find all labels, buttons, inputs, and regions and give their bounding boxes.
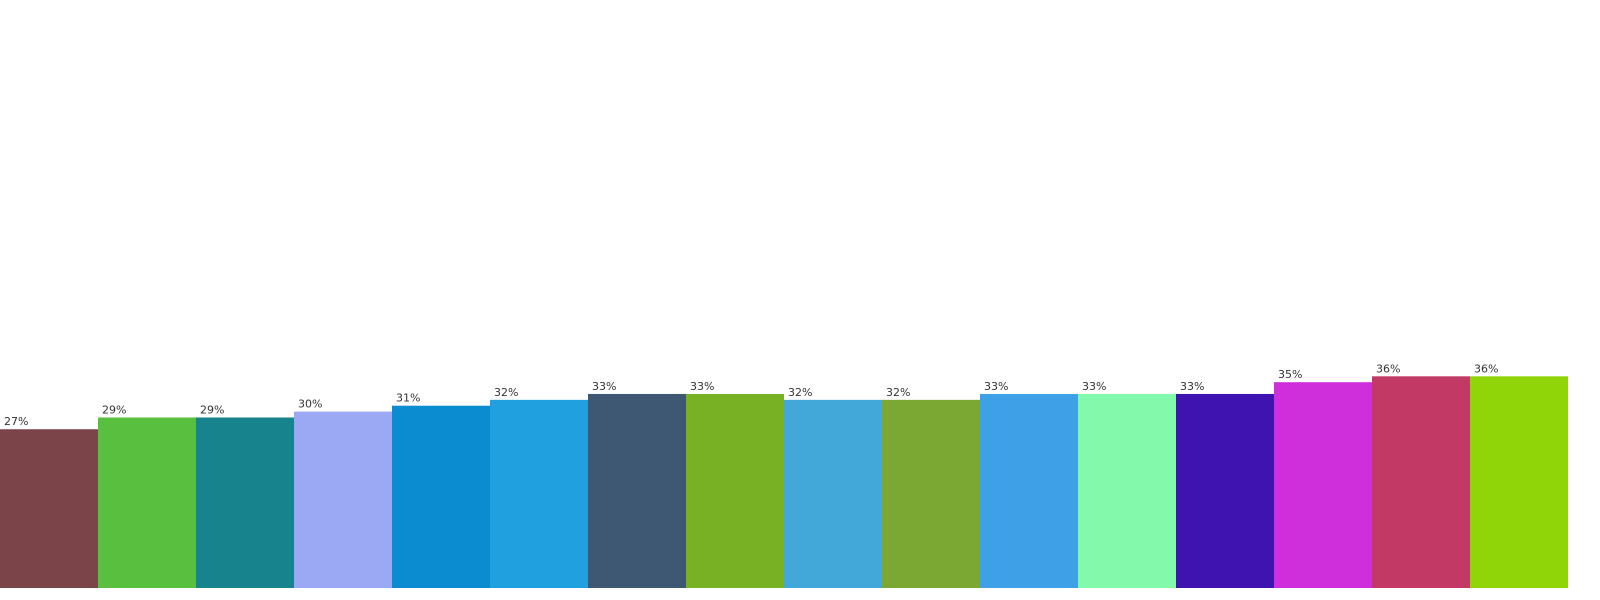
- bar-value-label-15: 36%: [1376, 362, 1400, 375]
- bar-9: [784, 399, 882, 588]
- bar-6: [490, 399, 588, 588]
- bar-1: [0, 429, 98, 588]
- bar-10: [882, 399, 980, 588]
- bar-15: [1372, 376, 1470, 588]
- bar-value-label-8: 33%: [690, 380, 714, 393]
- bar-3: [196, 417, 294, 588]
- bar-13: [1176, 393, 1274, 588]
- bar-value-label-1: 27%: [4, 415, 28, 428]
- bar-value-label-16: 36%: [1474, 362, 1498, 375]
- bar-8: [686, 393, 784, 588]
- bar-value-label-12: 33%: [1082, 380, 1106, 393]
- bar-5: [392, 405, 490, 588]
- bar-16: [1470, 376, 1568, 588]
- bar-2: [98, 417, 196, 588]
- bar-value-label-4: 30%: [298, 398, 322, 411]
- bar-4: [294, 411, 392, 588]
- bar-7: [588, 393, 686, 588]
- bar-value-label-10: 32%: [886, 386, 910, 399]
- bar-value-label-13: 33%: [1180, 380, 1204, 393]
- bar-value-label-11: 33%: [984, 380, 1008, 393]
- bar-value-label-5: 31%: [396, 392, 420, 405]
- bar-12: [1078, 393, 1176, 588]
- bar-value-label-2: 29%: [102, 403, 126, 416]
- bar-value-label-6: 32%: [494, 386, 518, 399]
- bar-value-label-14: 35%: [1278, 368, 1302, 381]
- bar-value-label-7: 33%: [592, 380, 616, 393]
- bar-value-label-9: 32%: [788, 386, 812, 399]
- bar-11: [980, 393, 1078, 588]
- bar-14: [1274, 382, 1372, 588]
- bar-value-label-3: 29%: [200, 403, 224, 416]
